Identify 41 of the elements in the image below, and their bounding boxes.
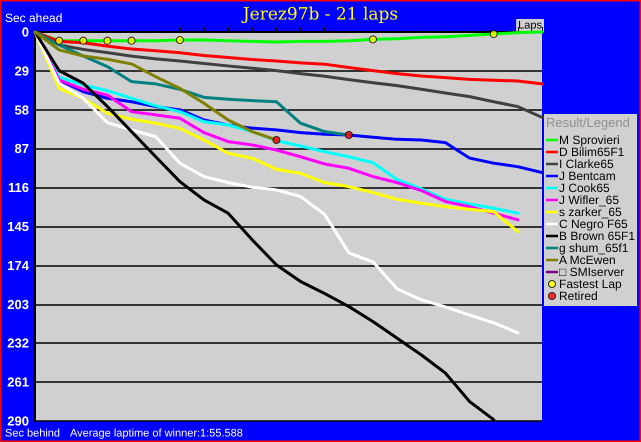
y-tick-label: 58 [14,102,29,118]
y-tick-label: 87 [14,141,29,156]
legend-label: M Sprovieri [559,133,620,147]
legend-label: J Cook65 [559,181,610,195]
point [272,136,280,144]
legend-label: I Clarke65 [559,157,614,171]
point [55,36,64,45]
point [176,36,184,44]
legend-label: □ SMIserver [559,265,624,279]
y-tick-label: 0 [22,24,29,40]
legend-label: s zarker_65 [559,205,622,219]
legend-label: J Bentcam [559,169,616,183]
text: Sec behind [5,428,60,440]
line-series [34,30,520,334]
legend-label: J Wifler_65 [559,193,620,207]
y-tick-label: 29 [14,63,29,78]
legend-label: D Bilim65F1 [559,145,625,159]
point [103,36,112,45]
y-tick-label: 116 [8,180,29,196]
point [79,36,88,45]
point [344,131,353,140]
point [490,30,498,38]
y-axis-title: Sec ahead [5,11,62,25]
chart-title: Jerez97b - 21 laps [240,4,398,24]
point [369,35,377,44]
y-tick-label: 174 [7,258,30,273]
point [128,36,136,45]
y-tick-label: 203 [7,296,29,312]
y-tick-label: 232 [7,336,29,351]
y-tick-label: 261 [7,374,29,390]
legend-label: A McEwen [559,253,616,267]
legend-label: g shum_65f1 [559,241,629,255]
legend-label: Fastest Lap [559,277,622,291]
x-axis-title: Laps [518,20,542,32]
y-tick-label: 290 [7,414,29,428]
legend-title: Result/Legend [546,115,630,130]
y-tick-label: 145 [7,219,29,234]
legend-label: C Negro F65 [559,217,628,231]
text: Average laptime of winner:1:55.588 [70,428,243,440]
legend-label: Retired [559,289,598,303]
legend-label: B Brown 65F1 [559,229,636,243]
